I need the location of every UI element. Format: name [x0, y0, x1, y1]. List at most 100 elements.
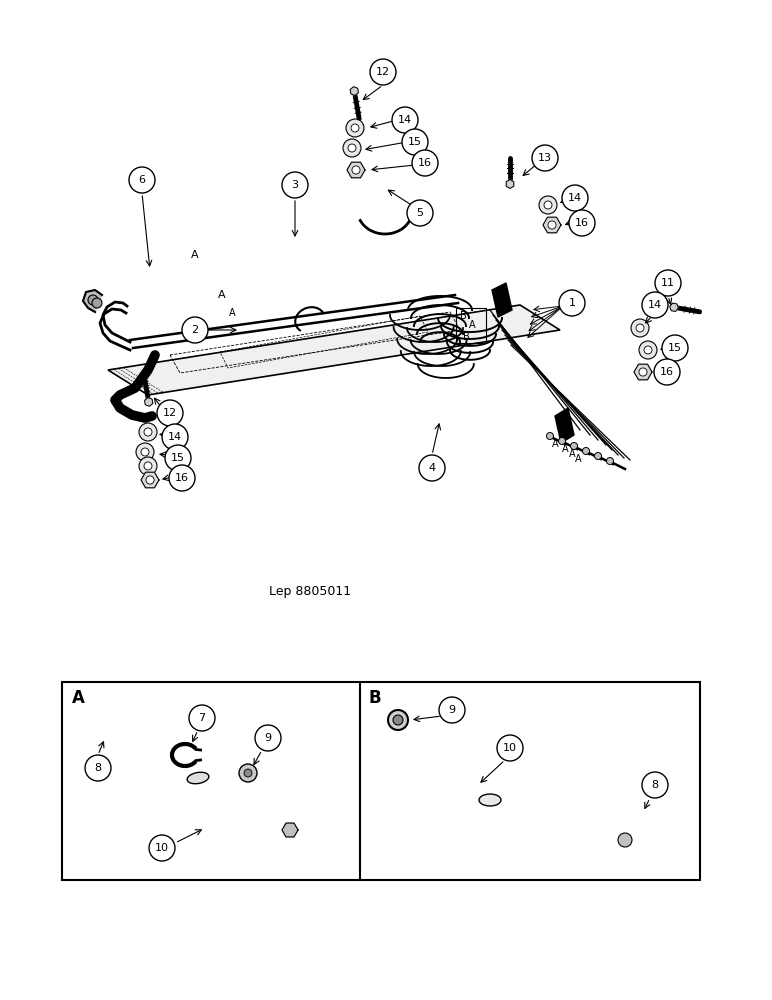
Text: A: A [229, 308, 235, 318]
Text: A: A [469, 320, 476, 330]
Circle shape [618, 833, 632, 847]
Polygon shape [141, 472, 159, 488]
Text: B: B [459, 311, 466, 321]
Text: 3: 3 [292, 180, 299, 190]
Text: 14: 14 [168, 432, 182, 442]
Circle shape [439, 697, 465, 723]
Text: 6: 6 [138, 175, 145, 185]
Polygon shape [492, 283, 512, 317]
Polygon shape [350, 87, 358, 95]
Circle shape [149, 835, 175, 861]
Circle shape [351, 124, 359, 132]
Circle shape [547, 432, 554, 440]
Ellipse shape [187, 772, 209, 784]
Text: A: A [569, 449, 575, 459]
Circle shape [343, 139, 361, 157]
Circle shape [607, 458, 614, 464]
Text: B: B [369, 689, 381, 707]
Text: 16: 16 [418, 158, 432, 168]
Circle shape [169, 465, 195, 491]
Text: A: A [552, 439, 558, 449]
Bar [456, 308, 486, 343]
Circle shape [92, 298, 102, 308]
Polygon shape [634, 364, 652, 380]
Polygon shape [144, 398, 153, 406]
Circle shape [644, 346, 652, 354]
Text: 14: 14 [398, 115, 412, 125]
Text: 12: 12 [163, 408, 177, 418]
Polygon shape [543, 217, 561, 233]
Text: 13: 13 [538, 153, 552, 163]
Circle shape [583, 448, 590, 454]
Circle shape [157, 400, 183, 426]
Text: 15: 15 [668, 343, 682, 353]
Circle shape [559, 290, 585, 316]
Polygon shape [555, 408, 574, 443]
Text: A: A [574, 454, 581, 464]
Circle shape [370, 59, 396, 85]
Circle shape [655, 270, 681, 296]
Text: 9: 9 [449, 705, 455, 715]
Text: 14: 14 [648, 300, 662, 310]
Circle shape [548, 221, 556, 229]
Circle shape [654, 359, 680, 385]
Circle shape [662, 335, 688, 361]
Circle shape [419, 455, 445, 481]
Text: 14: 14 [568, 193, 582, 203]
Circle shape [392, 107, 418, 133]
Circle shape [636, 324, 644, 332]
Circle shape [562, 185, 588, 211]
Text: 7: 7 [198, 713, 205, 723]
Text: A: A [218, 290, 226, 300]
Circle shape [412, 150, 438, 176]
Text: 10: 10 [155, 843, 169, 853]
Text: 16: 16 [575, 218, 589, 228]
Circle shape [539, 196, 557, 214]
Polygon shape [670, 303, 679, 311]
Text: 8: 8 [652, 780, 659, 790]
Circle shape [139, 457, 157, 475]
Circle shape [544, 201, 552, 209]
Circle shape [162, 424, 188, 450]
Text: 15: 15 [408, 137, 422, 147]
Circle shape [402, 129, 428, 155]
Circle shape [146, 476, 154, 484]
Circle shape [129, 167, 155, 193]
Polygon shape [108, 305, 560, 395]
Text: 4: 4 [428, 463, 435, 473]
Text: 2: 2 [191, 325, 198, 335]
Circle shape [144, 428, 152, 436]
Text: 11: 11 [661, 278, 675, 288]
Circle shape [182, 317, 208, 343]
Circle shape [139, 423, 157, 441]
Circle shape [144, 462, 152, 470]
Circle shape [136, 443, 154, 461]
Circle shape [631, 319, 649, 337]
Polygon shape [282, 823, 298, 837]
Ellipse shape [479, 794, 501, 806]
Circle shape [88, 295, 98, 305]
Circle shape [407, 200, 433, 226]
Circle shape [346, 119, 364, 137]
Circle shape [642, 772, 668, 798]
Text: 8: 8 [94, 763, 102, 773]
Circle shape [639, 368, 647, 376]
Text: A: A [562, 444, 568, 454]
Text: 10: 10 [503, 743, 517, 753]
Circle shape [239, 764, 257, 782]
Circle shape [255, 725, 281, 751]
Circle shape [642, 292, 668, 318]
Circle shape [348, 144, 356, 152]
Polygon shape [631, 817, 640, 825]
Text: 12: 12 [376, 67, 390, 77]
Circle shape [558, 438, 566, 444]
Text: B: B [462, 332, 469, 342]
Circle shape [569, 210, 595, 236]
Circle shape [282, 172, 308, 198]
Bar [62, 682, 700, 880]
Circle shape [85, 755, 111, 781]
Text: 5: 5 [417, 208, 424, 218]
Circle shape [189, 705, 215, 731]
Text: 16: 16 [175, 473, 189, 483]
Circle shape [639, 341, 657, 359]
